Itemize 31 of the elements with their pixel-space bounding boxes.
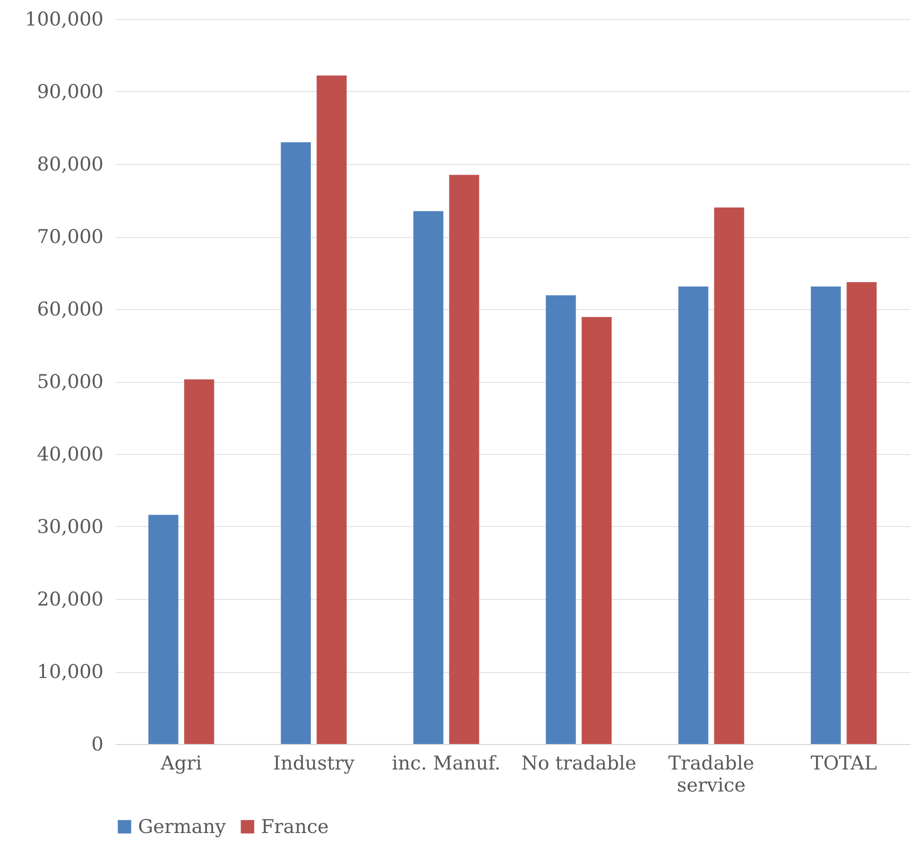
bar <box>582 316 612 744</box>
bar <box>148 514 178 744</box>
y-tick-label: 60,000 <box>37 298 104 320</box>
bar <box>280 142 311 744</box>
bar <box>316 76 347 744</box>
bar <box>546 295 576 744</box>
y-tick-label: 40,000 <box>37 444 104 466</box>
y-tick-label: 90,000 <box>37 81 104 103</box>
y-tick-label: 70,000 <box>37 226 104 248</box>
bar <box>810 286 841 744</box>
x-tick-label: Tradable service <box>668 752 754 796</box>
x-tick-label: TOTAL <box>810 752 878 774</box>
y-tick-label: 100,000 <box>24 8 104 30</box>
bar <box>449 174 480 744</box>
bar <box>678 286 708 744</box>
y-tick-label: 30,000 <box>37 516 104 538</box>
y-tick-label: 10,000 <box>37 661 104 683</box>
legend-label: France <box>261 816 329 838</box>
bar <box>184 379 214 744</box>
legend-label: Germany <box>138 816 226 838</box>
x-tick-label: No tradable <box>521 752 636 774</box>
x-tick-label: Industry <box>273 752 355 774</box>
bar <box>714 208 744 744</box>
y-tick-label: 20,000 <box>37 588 104 610</box>
y-tick-label: 50,000 <box>37 371 104 393</box>
y-tick-label: 80,000 <box>37 154 104 176</box>
x-tick-label: inc. Manuf. <box>392 752 501 774</box>
x-tick-label: Agri <box>160 752 202 774</box>
bar <box>846 282 877 744</box>
bar <box>413 211 444 744</box>
y-tick-label: 0 <box>91 734 104 756</box>
